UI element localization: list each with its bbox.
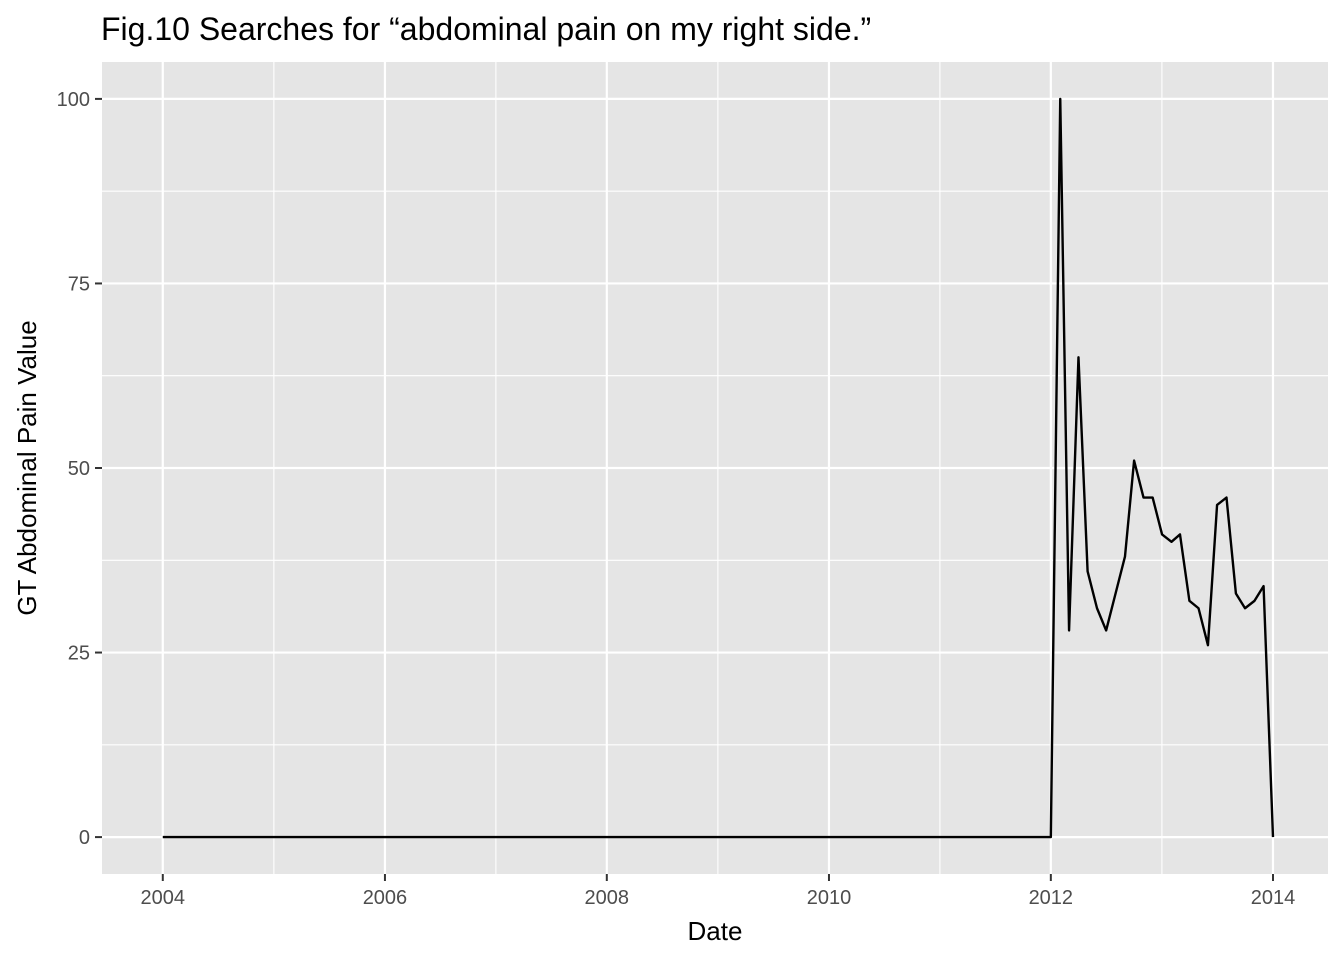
y-tick-label: 50 xyxy=(68,458,90,480)
x-tick-label: 2008 xyxy=(585,887,630,909)
x-tick-label: 2014 xyxy=(1251,887,1296,909)
x-axis-ticks: 2004 2006 2008 2010 2012 2014 xyxy=(141,874,1296,909)
x-axis-title: Date xyxy=(688,916,743,946)
y-tick-label: 75 xyxy=(68,273,90,295)
chart-title: Fig.10 Searches for “abdominal pain on m… xyxy=(101,11,871,47)
series-line-0 xyxy=(162,97,1275,839)
x-tick-label: 2010 xyxy=(807,887,852,909)
y-tick-label: 0 xyxy=(79,827,90,849)
y-axis-title: GT Abdominal Pain Value xyxy=(12,320,42,615)
x-tick-label: 2006 xyxy=(363,887,408,909)
y-tick-label: 25 xyxy=(68,643,90,665)
x-tick-label: 2012 xyxy=(1029,887,1074,909)
x-tick-label: 2004 xyxy=(141,887,186,909)
y-axis-ticks: 0 25 50 75 100 xyxy=(57,89,102,849)
y-tick-label: 100 xyxy=(57,89,90,111)
series-layer xyxy=(162,97,1275,839)
